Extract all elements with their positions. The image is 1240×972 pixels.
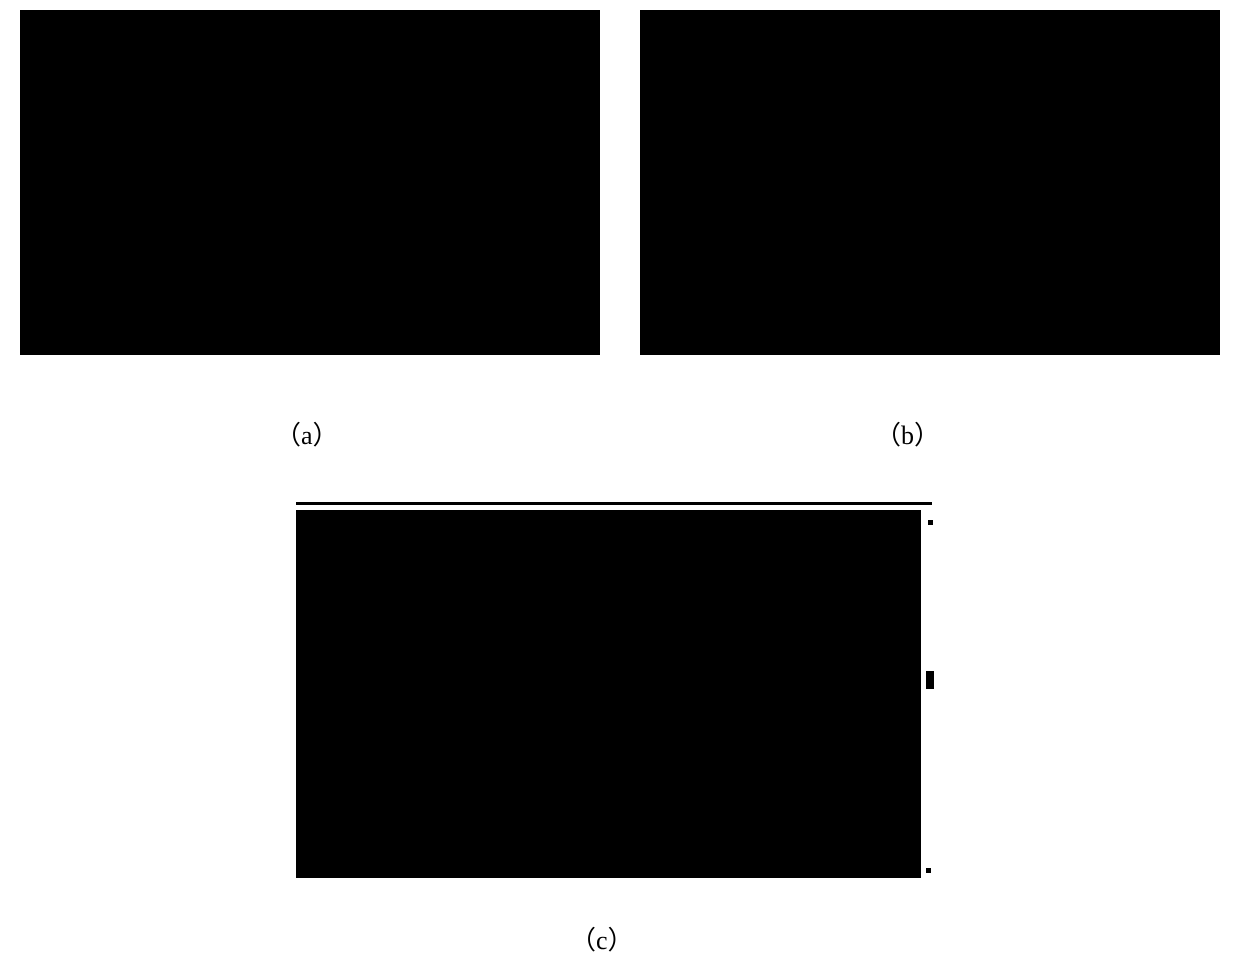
caption-b: （b） [875, 415, 940, 452]
panel-a [20, 10, 600, 355]
caption-c: （c） [570, 920, 634, 957]
panel-c-mark-bottom [926, 868, 931, 873]
caption-a: （a） [275, 415, 339, 452]
panel-c-mark-mid [926, 671, 934, 689]
panel-c-top-line [296, 502, 932, 505]
panel-b [640, 10, 1220, 355]
panel-c-mark-top [928, 520, 933, 525]
panel-c [296, 510, 921, 878]
